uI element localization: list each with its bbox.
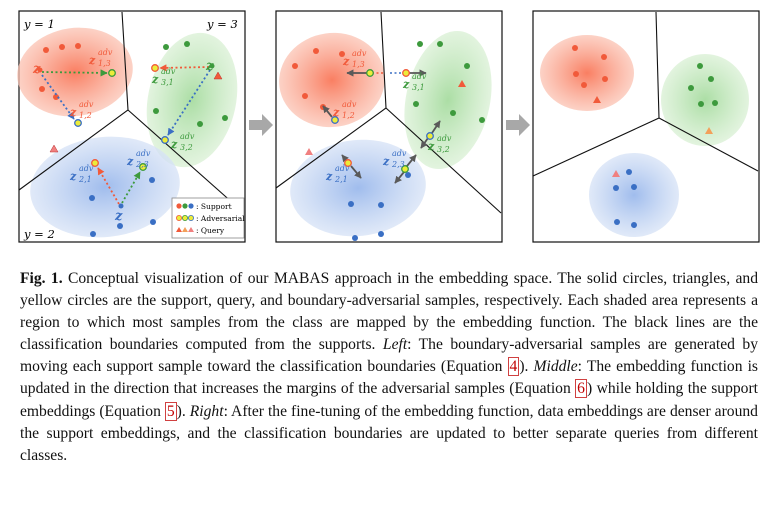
support-points-class2 <box>89 177 156 237</box>
svg-text:adv: adv <box>392 149 407 158</box>
adv-label-1-2: z adv 1,2 <box>69 100 94 120</box>
svg-text:z: z <box>69 170 77 183</box>
caption-text: : After the fine-tuning of the embedding… <box>20 402 758 464</box>
caption-middle: Middle <box>533 358 578 376</box>
svg-text:z: z <box>325 170 333 183</box>
adv-label-2-3: z adv 2,3 <box>126 149 151 169</box>
svg-text:2,1: 2,1 <box>78 175 92 184</box>
figure-illustration: y = 1 y = 3 y = 2 z z z z adv 1,3 z adv … <box>17 10 760 243</box>
svg-text:1,3: 1,3 <box>98 59 111 68</box>
right-panel <box>532 10 760 243</box>
transition-arrow <box>506 114 530 136</box>
caption-right: Right <box>189 402 224 420</box>
legend-query-label: : Query <box>196 226 225 235</box>
z-label: z <box>32 62 41 77</box>
mid-adv-label-1-2: z adv 1,2 <box>332 100 357 120</box>
mid-adv-label-1-3: z adv 1,3 <box>342 49 367 69</box>
adv-label-3-1: z adv 3,1 <box>151 67 176 87</box>
z-label: z <box>114 209 123 224</box>
svg-text:2,3: 2,3 <box>135 160 149 169</box>
caption-text: ). <box>519 358 534 376</box>
svg-text:z: z <box>402 78 410 91</box>
left-adversarial-points <box>74 64 169 171</box>
query-triangle-red <box>213 71 223 80</box>
svg-text:z: z <box>427 140 435 153</box>
legend-support-label: : Support <box>196 202 232 211</box>
caption-text: ) while holding the support embeddings (… <box>20 380 758 420</box>
caption-text: : The boundary-adversarial samples are g… <box>20 336 758 376</box>
adv-label-2-1: z adv 2,1 <box>69 164 94 184</box>
mid-adv-label-2-1: z adv 2,1 <box>325 164 350 184</box>
class-label-y3: y = 3 <box>206 17 238 31</box>
adv-label-3-2: z adv 3,2 <box>170 132 195 152</box>
svg-text:adv: adv <box>79 164 94 173</box>
mid-adv-label-3-2: z adv 3,2 <box>427 134 452 154</box>
left-panel: y = 1 y = 3 y = 2 z z z z adv 1,3 z adv … <box>17 10 246 243</box>
svg-text:z: z <box>88 54 96 67</box>
svg-text:3,1: 3,1 <box>161 78 174 87</box>
transition-arrow <box>249 114 273 136</box>
middle-panel: z adv 1,3 z adv 3,1 z adv 1,2 z adv 3,2 … <box>275 10 503 243</box>
svg-text:adv: adv <box>412 72 427 81</box>
svg-text:1,2: 1,2 <box>342 111 355 120</box>
caption-text: Conceptual visualization of our MABAS ap… <box>20 270 758 354</box>
svg-text:3,2: 3,2 <box>437 145 450 154</box>
svg-text:z: z <box>170 138 178 151</box>
svg-text:adv: adv <box>161 67 176 76</box>
support-points-class3 <box>153 41 228 127</box>
svg-text:2,1: 2,1 <box>334 175 348 184</box>
svg-text:z: z <box>151 73 159 86</box>
z-label: z <box>205 59 214 74</box>
equation-ref-4[interactable]: 4 <box>507 357 520 377</box>
svg-text:z: z <box>69 106 77 119</box>
figure-caption: Fig. 1. Conceptual visualization of our … <box>20 268 758 467</box>
svg-text:adv: adv <box>136 149 151 158</box>
svg-text:adv: adv <box>98 48 113 57</box>
svg-text:3,1: 3,1 <box>412 83 425 92</box>
class2-region <box>30 136 180 238</box>
svg-text:z: z <box>382 155 390 168</box>
caption-text: : The embedding function is updated in t… <box>20 358 758 398</box>
left-adversarial-arrows <box>41 64 211 205</box>
caption-label: Fig. 1. <box>20 270 63 287</box>
svg-text:1,3: 1,3 <box>352 60 365 69</box>
svg-text:adv: adv <box>437 134 452 143</box>
legend-adversarial-label: : Adversarial <box>196 214 245 223</box>
svg-text:adv: adv <box>79 100 94 109</box>
caption-left: Left <box>382 336 408 354</box>
mid-adv-label-2-3: z adv 2,3 <box>382 149 407 169</box>
support-points-class1 <box>39 43 81 100</box>
class-label-y2: y = 2 <box>23 227 55 241</box>
svg-text:adv: adv <box>352 49 367 58</box>
mid-adv-label-3-1: z adv 3,1 <box>402 72 427 92</box>
svg-text:1,2: 1,2 <box>79 111 92 120</box>
svg-text:adv: adv <box>180 132 195 141</box>
svg-text:3,2: 3,2 <box>180 143 193 152</box>
svg-text:adv: adv <box>335 164 350 173</box>
svg-text:z: z <box>332 106 340 119</box>
class-label-y1: y = 1 <box>23 17 55 31</box>
caption-text: ). <box>176 402 190 420</box>
equation-ref-5[interactable]: 5 <box>164 401 177 421</box>
boundary-lines <box>18 11 129 191</box>
svg-text:z: z <box>342 55 350 68</box>
svg-text:z: z <box>126 155 134 168</box>
equation-ref-6[interactable]: 6 <box>575 379 587 399</box>
legend: : Support : Adversarial : Query <box>171 197 245 239</box>
svg-text:2,3: 2,3 <box>391 160 405 169</box>
query-triangle-pink <box>49 144 59 153</box>
svg-text:adv: adv <box>342 100 357 109</box>
adv-label-1-3: z adv 1,3 <box>88 48 113 68</box>
